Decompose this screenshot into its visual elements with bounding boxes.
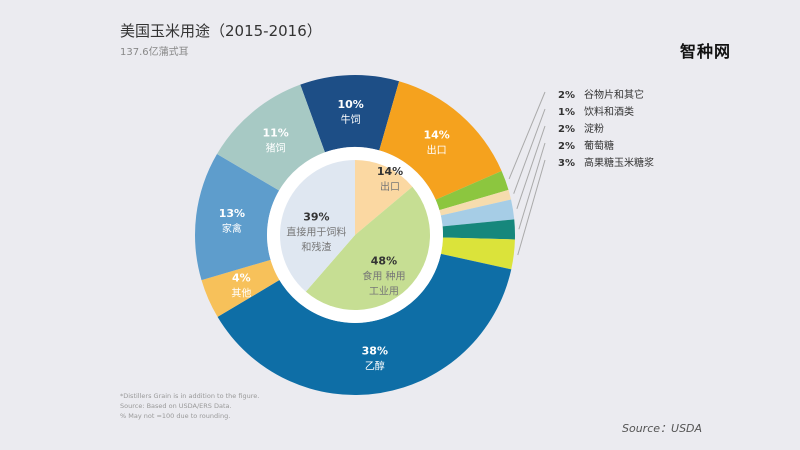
footnote-line: Source: Based on USDA/ERS Data. — [120, 402, 232, 410]
legend-pct: 2% — [558, 141, 575, 152]
legend-pct: 2% — [558, 124, 575, 135]
inner-category-label: 和残渣 — [301, 241, 331, 254]
footnote: *Distillers Grain is in addition to the … — [120, 391, 259, 421]
legend-item: 3% 高果糖玉米糖浆 — [558, 154, 654, 169]
outer-pct-label: 13% — [219, 207, 245, 220]
outer-slice-3 — [439, 189, 512, 216]
outer-category-label: 出口 — [427, 144, 447, 157]
outer-category-label: 其他 — [231, 287, 251, 300]
leader-line — [517, 159, 546, 256]
inner-slice-2 — [280, 160, 355, 292]
outer-slice-5 — [442, 219, 515, 240]
legend-label: 葡萄糖 — [584, 141, 614, 152]
outer-category-label: 家禽 — [222, 222, 242, 235]
legend-item: 2% 淀粉 — [558, 120, 604, 135]
legend-pct: 2% — [558, 90, 575, 101]
footnote-line: % May not =100 due to rounding. — [120, 412, 231, 420]
outer-pct-label: 38% — [362, 344, 388, 357]
inner-category-label: 直接用于饲料 — [286, 226, 346, 239]
outer-slice-7 — [217, 253, 512, 395]
outer-pct-label: 14% — [424, 129, 450, 142]
footnote-line: *Distillers Grain is in addition to the … — [120, 392, 260, 400]
outer-slice-9 — [195, 154, 280, 281]
legend-label: 高果糖玉米糖浆 — [584, 158, 654, 169]
legend-label: 谷物片和其它 — [584, 90, 644, 101]
outer-pct-label: 4% — [232, 272, 251, 285]
inner-slice-0 — [355, 160, 413, 235]
inner-category-label: 工业用 — [369, 285, 399, 297]
outer-slice-0 — [300, 74, 400, 153]
inner-slice-1 — [305, 186, 430, 310]
outer-category-label: 乙醇 — [365, 359, 385, 372]
outer-category-label: 牛饲 — [341, 113, 361, 126]
legend-item: 2% 谷物片和其它 — [558, 86, 644, 101]
outer-pct-label: 10% — [338, 98, 364, 111]
source-note: Source：USDA — [622, 422, 703, 435]
legend-label: 饮料和酒类 — [584, 107, 634, 118]
legend-pct: 3% — [558, 158, 575, 169]
logo: 智种网 — [680, 42, 732, 61]
chart-subtitle: 137.6亿蒲式耳 — [120, 47, 189, 58]
chart-title: 美国玉米用途（2015-2016） — [120, 22, 322, 40]
inner-category-label: 食用 种用 — [362, 269, 405, 282]
outer-slice-2 — [435, 170, 509, 211]
legend-pct: 1% — [558, 107, 575, 118]
outer-slice-8 — [201, 259, 280, 317]
leader-line — [516, 125, 546, 209]
leader-line — [513, 108, 546, 194]
outer-pct-label: 11% — [262, 127, 288, 140]
inner-pct-label: 14% — [377, 165, 403, 178]
outer-slice-4 — [440, 199, 515, 227]
outer-slice-6 — [440, 237, 515, 270]
outer-slice-1 — [379, 81, 502, 200]
legend-item: 1% 饮料和酒类 — [558, 103, 634, 118]
legend-item: 2% 葡萄糖 — [558, 137, 614, 152]
outer-category-label: 猪饲 — [266, 142, 286, 155]
inner-category-label: 出口 — [380, 180, 400, 193]
leader-line — [508, 91, 546, 180]
inner-pct-label: 48% — [371, 254, 397, 267]
outer-slice-10 — [216, 84, 325, 191]
inner-pct-label: 39% — [303, 211, 329, 224]
leader-line — [518, 142, 546, 230]
legend-label: 淀粉 — [584, 124, 604, 135]
